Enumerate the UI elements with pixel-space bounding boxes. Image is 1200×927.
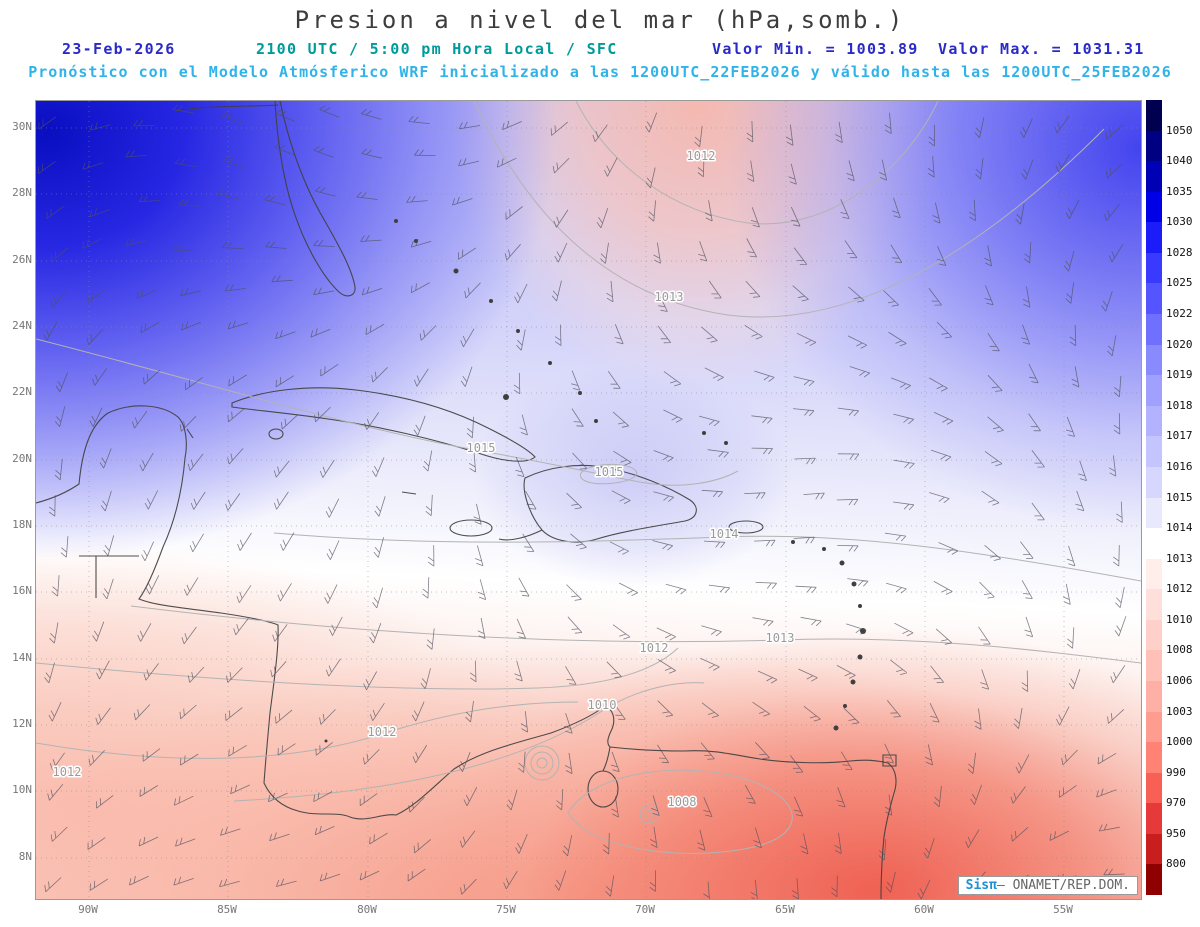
page-title: Presion a nivel del mar (hPa,somb.) [294, 6, 906, 34]
value-min-label: Valor Min. = 1003.89 [712, 40, 919, 58]
colorbar-swatch [1146, 680, 1162, 712]
svg-text:1013: 1013 [766, 631, 795, 645]
colorbar-swatch [1146, 589, 1162, 620]
colorbar-swatch [1146, 711, 1162, 743]
coastlines [36, 101, 897, 899]
colorbar-tick-label: 1050 [1166, 123, 1193, 137]
svg-text:1012: 1012 [687, 149, 716, 163]
lon-tick-label: 75W [496, 903, 516, 916]
colorbar-tick-label: 1000 [1166, 735, 1193, 749]
colorbar-tick-label: 1025 [1166, 276, 1193, 290]
lat-tick-label: 30N [12, 120, 32, 133]
colorbar-tick-label: 1020 [1166, 337, 1193, 351]
watermark: Sisπ– ONAMET/REP.DOM. [957, 876, 1138, 895]
svg-text:1015: 1015 [467, 441, 496, 455]
lon-tick-label: 80W [357, 903, 377, 916]
svg-text:1013: 1013 [655, 290, 684, 304]
value-max-label: Valor Max. = 1031.31 [938, 40, 1145, 58]
colorbar-tick-label: 1010 [1166, 612, 1193, 626]
colorbar-tick-label: 1012 [1166, 582, 1193, 596]
lat-tick-label: 8N [18, 850, 32, 863]
colorbar-swatch [1146, 650, 1162, 681]
colorbar-swatch [1146, 344, 1162, 376]
colorbar-swatch [1146, 558, 1162, 590]
colorbar-swatch [1146, 497, 1162, 529]
svg-text:1010: 1010 [588, 698, 617, 712]
wind-barbs [38, 104, 1127, 899]
colorbar-swatch [1146, 314, 1162, 345]
grid-lines [36, 101, 1141, 899]
lon-tick-label: 85W [217, 903, 237, 916]
colorbar-swatch [1146, 405, 1162, 437]
watermark-source: – ONAMET/REP.DOM. [996, 878, 1130, 893]
pressure-map-canvas: 1012 1013 1015 1015 1014 1013 1012 1012 1012 1010… [35, 100, 1142, 900]
colorbar-swatch [1146, 528, 1162, 559]
colorbar-tick-label: 1014 [1166, 521, 1193, 535]
colorbar-swatch [1146, 772, 1162, 804]
colorbar-swatch [1146, 803, 1162, 834]
colorbar-tick-label: 1013 [1166, 551, 1193, 565]
colorbar-swatch [1146, 375, 1162, 406]
lon-tick-label: 90W [78, 903, 98, 916]
lon-tick-label: 55W [1053, 903, 1073, 916]
colorbar-tick-label: 1040 [1166, 154, 1193, 168]
forecast-date: 23-Feb-2026 [62, 40, 176, 58]
colorbar [1146, 100, 1162, 896]
lat-tick-label: 24N [12, 319, 32, 332]
colorbar-swatch [1146, 466, 1162, 498]
svg-text:1008: 1008 [668, 795, 697, 809]
colorbar-swatch [1146, 283, 1162, 315]
svg-text:1015: 1015 [595, 465, 624, 479]
lat-tick-label: 20N [12, 452, 32, 465]
colorbar-swatch [1146, 191, 1162, 223]
colorbar-tick-label: 1016 [1166, 459, 1193, 473]
colorbar-tick-label: 1015 [1166, 490, 1193, 504]
colorbar-tick-label: 800 [1166, 857, 1186, 871]
lon-tick-label: 65W [775, 903, 795, 916]
colorbar-tick-label: 1030 [1166, 215, 1193, 229]
colorbar-swatch [1146, 833, 1162, 865]
model-info-line: Pronóstico con el Modelo Atmósferico WRF… [28, 63, 1172, 81]
colorbar-swatch [1146, 130, 1162, 162]
svg-text:1014: 1014 [710, 527, 739, 541]
colorbar-swatch [1146, 619, 1162, 651]
lat-tick-label: 18N [12, 518, 32, 531]
colorbar-tick-label: 1018 [1166, 398, 1193, 412]
lat-tick-label: 26N [12, 253, 32, 266]
colorbar-tick-label: 1035 [1166, 184, 1193, 198]
colorbar-tick-label: 990 [1166, 765, 1186, 779]
colorbar-tick-label: 970 [1166, 796, 1186, 810]
lat-tick-label: 28N [12, 186, 32, 199]
colorbar-tick-label: 1008 [1166, 643, 1193, 657]
colorbar-tick-label: 1028 [1166, 245, 1193, 259]
small-islands [324, 219, 866, 743]
svg-text:1012: 1012 [368, 725, 397, 739]
colorbar-tick-label: 950 [1166, 826, 1186, 840]
colorbar-tick-label: 1022 [1166, 307, 1193, 321]
lat-tick-label: 14N [12, 651, 32, 664]
contour-labels: 1012 1013 1015 1015 1014 1013 1012 1012 1012 1010… [51, 148, 796, 811]
svg-text:1012: 1012 [53, 765, 82, 779]
forecast-time: 2100 UTC / 5:00 pm Hora Local / SFC [256, 40, 618, 58]
lon-tick-label: 60W [914, 903, 934, 916]
colorbar-swatch [1146, 100, 1162, 131]
colorbar-tick-label: 1019 [1166, 368, 1193, 382]
colorbar-swatch [1146, 742, 1162, 773]
lat-tick-label: 12N [12, 717, 32, 730]
colorbar-tick-label: 1017 [1166, 429, 1193, 443]
lat-tick-label: 22N [12, 385, 32, 398]
colorbar-tick-label: 1006 [1166, 673, 1193, 687]
colorbar-tick-label: 1003 [1166, 704, 1193, 718]
colorbar-swatch [1146, 161, 1162, 192]
colorbar-swatch [1146, 864, 1162, 896]
colorbar-swatch [1146, 222, 1162, 253]
colorbar-swatch [1146, 252, 1162, 284]
lat-tick-label: 10N [12, 783, 32, 796]
colorbar-swatch [1146, 436, 1162, 467]
lon-tick-label: 70W [635, 903, 655, 916]
watermark-brand: Sisπ [965, 878, 997, 893]
svg-text:1012: 1012 [640, 641, 669, 655]
lat-tick-label: 16N [12, 584, 32, 597]
